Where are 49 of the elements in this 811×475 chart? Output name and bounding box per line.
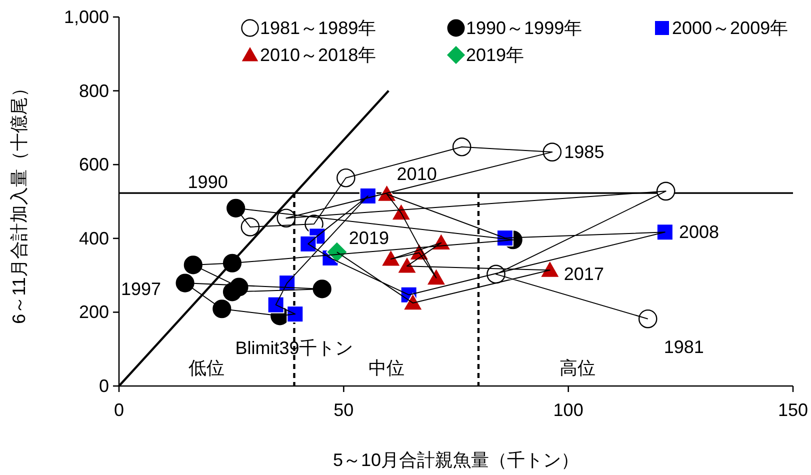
annotation: 2019 bbox=[348, 228, 389, 248]
point bbox=[540, 260, 560, 278]
legend-label: 2010～2018年 bbox=[260, 45, 376, 65]
y-tick-label: 1,000 bbox=[64, 7, 109, 27]
annotation: 2008 bbox=[678, 222, 719, 242]
annotation: 高位 bbox=[559, 358, 596, 378]
legend-label: 1981～1989年 bbox=[260, 18, 376, 38]
annotation: 2017 bbox=[564, 264, 604, 284]
annotation: 1990 bbox=[188, 172, 228, 192]
legend-label: 2019年 bbox=[466, 45, 524, 65]
x-tick-label: 150 bbox=[778, 400, 808, 420]
legend-label: 1990～1999年 bbox=[466, 18, 582, 38]
annotation: 1981 bbox=[664, 336, 704, 357]
legend-label: 2000～2009年 bbox=[672, 18, 788, 38]
point bbox=[184, 256, 202, 274]
annotation: 2010 bbox=[396, 164, 437, 184]
y-tick-label: 200 bbox=[78, 302, 109, 322]
x-axis-title: 5～10月合計親魚量（千トン） bbox=[332, 450, 580, 470]
ref-line-label: Blimit39千トン bbox=[235, 338, 354, 358]
point bbox=[176, 274, 194, 292]
point bbox=[380, 248, 401, 267]
x-tick-label: 50 bbox=[334, 400, 354, 420]
point bbox=[426, 268, 446, 286]
point bbox=[542, 142, 562, 162]
point bbox=[396, 256, 418, 274]
point bbox=[402, 292, 423, 311]
point bbox=[300, 235, 317, 252]
y-tick-label: 800 bbox=[78, 80, 109, 101]
point bbox=[286, 306, 304, 323]
point bbox=[336, 168, 356, 188]
annotation: 1997 bbox=[121, 279, 162, 300]
point bbox=[656, 182, 676, 201]
y-tick-label: 0 bbox=[98, 376, 109, 396]
y-tick-label: 400 bbox=[78, 228, 109, 248]
point bbox=[226, 198, 246, 218]
point bbox=[638, 309, 658, 328]
point bbox=[656, 224, 674, 241]
point bbox=[240, 218, 260, 236]
annotation: 低位 bbox=[188, 358, 225, 378]
annotation: 1985 bbox=[564, 142, 604, 162]
x-tick-label: 0 bbox=[114, 400, 124, 420]
point bbox=[312, 280, 332, 298]
point bbox=[212, 300, 232, 318]
point bbox=[267, 296, 284, 314]
annotation: 中位 bbox=[368, 358, 404, 378]
y-axis-title: 6～11月合計加入量（十億尾） bbox=[9, 79, 29, 324]
x-tick-label: 100 bbox=[553, 400, 584, 420]
y-tick-label: 600 bbox=[78, 154, 109, 175]
point bbox=[452, 137, 472, 156]
